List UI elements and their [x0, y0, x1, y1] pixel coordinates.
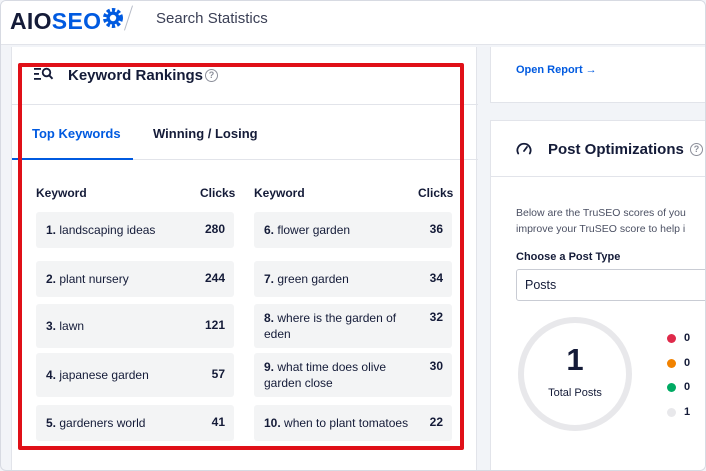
legend-dot: [667, 359, 676, 368]
keyword-row: 6. flower garden 36: [254, 212, 452, 248]
top-bar: AIO SEO Search Statistics: [1, 1, 705, 45]
keyword-row: 7. green garden 34: [254, 261, 452, 297]
post-optimizations-header: Post Optimizations ?: [491, 121, 705, 177]
keyword-clicks: 32: [429, 310, 443, 324]
keyword-search-icon: [34, 67, 54, 86]
keyword-clicks: 121: [204, 318, 225, 332]
help-icon[interactable]: ?: [205, 69, 218, 82]
keyword-rank: 9.: [264, 360, 275, 374]
keyword-clicks: 280: [204, 222, 225, 236]
legend-value: 0: [684, 332, 691, 344]
post-type-label: Choose a Post Type: [516, 251, 621, 263]
legend-value: 1: [684, 406, 691, 418]
keyword-row: 10. when to plant tomatoes 22: [254, 405, 452, 441]
keyword-text: what time does olive garden close: [264, 360, 387, 390]
keyword-rank: 1.: [46, 223, 57, 237]
keyword-rank: 8.: [264, 311, 275, 325]
total-posts-value: 1: [566, 342, 584, 377]
keyword-rank: 2.: [46, 272, 57, 286]
open-report-card: Open Report →: [490, 47, 705, 103]
keyword-row: 8. where is the garden of eden 32: [254, 304, 452, 348]
open-report-link[interactable]: Open Report →: [516, 64, 597, 76]
keyword-clicks: 30: [429, 359, 443, 373]
legend-dot: [667, 383, 676, 392]
keyword-rank: 4.: [46, 368, 57, 382]
keyword-row: 5. gardeners world 41: [36, 405, 234, 441]
legend-dot: [667, 334, 676, 343]
post-optimizations-title: Post Optimizations: [548, 141, 684, 158]
column-header-clicks: Clicks: [200, 186, 236, 200]
total-posts-label: Total Posts: [548, 387, 602, 399]
post-type-select[interactable]: Posts: [516, 269, 705, 301]
keyword-text: plant nursery: [59, 272, 129, 286]
keyword-clicks: 57: [211, 367, 225, 381]
keyword-tabs: Top Keywords Winning / Losing: [12, 106, 478, 160]
keyword-text: where is the garden of eden: [264, 311, 397, 341]
total-posts-donut: [518, 317, 632, 431]
column-header-keyword: Keyword: [254, 186, 305, 200]
keyword-text: green garden: [277, 272, 349, 286]
logo-text-primary: AIO: [10, 7, 52, 34]
tab-top-keywords[interactable]: Top Keywords: [32, 126, 121, 141]
keyword-rank: 5.: [46, 416, 57, 430]
post-type-selected-value: Posts: [525, 278, 557, 292]
keyword-row: 4. japanese garden 57: [36, 353, 234, 397]
keyword-rank: 3.: [46, 319, 57, 333]
legend-value: 0: [684, 357, 691, 369]
keyword-text: when to plant tomatoes: [284, 416, 409, 430]
breadcrumb-divider: [124, 5, 133, 31]
logo-text-secondary: SEO: [51, 7, 102, 34]
keyword-text: japanese garden: [59, 368, 149, 382]
post-optimizations-card: Post Optimizations ? Below are the TruSE…: [490, 120, 705, 470]
keyword-rankings-card: Keyword Rankings ? Top Keywords Winning …: [11, 47, 478, 470]
keyword-clicks: 22: [429, 415, 443, 429]
keyword-rankings-header: Keyword Rankings ?: [12, 47, 478, 105]
keyword-text: landscaping ideas: [59, 223, 156, 237]
active-tab-indicator: [12, 158, 133, 160]
keyword-clicks: 34: [429, 271, 443, 285]
keyword-row: 3. lawn 121: [36, 304, 234, 348]
help-icon[interactable]: ?: [690, 143, 703, 156]
keyword-clicks: 41: [211, 415, 225, 429]
keyword-row: 1. landscaping ideas 280: [36, 212, 234, 248]
column-header-keyword: Keyword: [36, 186, 87, 200]
column-header-clicks: Clicks: [418, 186, 454, 200]
legend-dot: [667, 408, 676, 417]
logo-gear-icon: [102, 7, 124, 35]
keyword-text: flower garden: [277, 223, 351, 237]
keyword-row: 2. plant nursery 244: [36, 261, 234, 297]
keyword-clicks: 244: [204, 271, 225, 285]
post-optimizations-description: Below are the TruSEO scores of you impro…: [516, 207, 686, 235]
keyword-rankings-title: Keyword Rankings: [68, 67, 204, 84]
keyword-text: lawn: [59, 319, 85, 333]
keyword-rank: 6.: [264, 223, 275, 237]
gauge-icon: [516, 141, 532, 162]
keyword-text: gardeners world: [59, 416, 146, 430]
keyword-rank: 10.: [264, 416, 281, 430]
keyword-rank: 7.: [264, 272, 275, 286]
keyword-clicks: 36: [429, 222, 443, 236]
breadcrumb-current: Search Statistics: [156, 10, 268, 27]
aioseo-logo[interactable]: AIO SEO: [10, 7, 124, 35]
tab-winning-losing[interactable]: Winning / Losing: [153, 126, 258, 141]
keyword-row: 9. what time does olive garden close 30: [254, 353, 452, 397]
legend-value: 0: [684, 381, 691, 393]
